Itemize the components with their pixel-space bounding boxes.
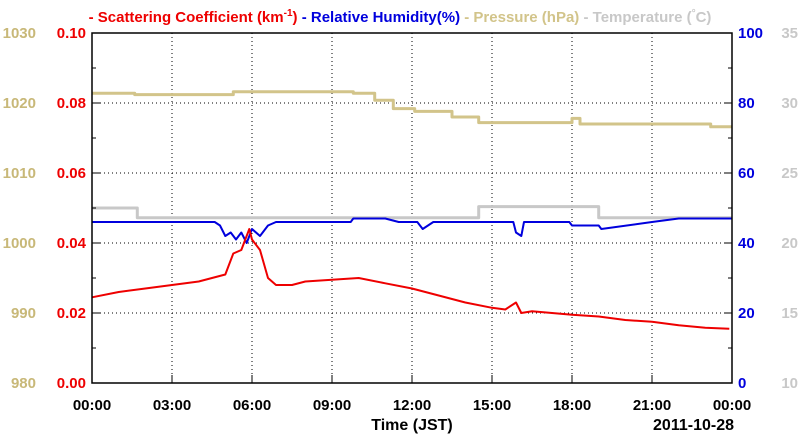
grid	[92, 33, 732, 383]
legend: - Scattering Coefficient (km-1) - Relati…	[89, 8, 712, 26]
x-tick-label: 00:00	[73, 397, 111, 414]
series-line-humidity	[92, 217, 732, 244]
x-tick-label: 09:00	[313, 397, 351, 414]
y-tick-label-humidity: 0	[738, 375, 746, 392]
legend-label: Pressure (hPa)	[473, 9, 579, 26]
y-tick-label-temperature: 15	[781, 305, 798, 322]
date-label: 2011-10-28	[653, 417, 734, 434]
legend-label: Temperature (	[593, 9, 692, 26]
legend-close: )	[293, 9, 298, 26]
x-tick-label: 03:00	[153, 397, 191, 414]
y-tick-label-humidity: 60	[738, 165, 755, 182]
series-line-pressure	[92, 90, 732, 129]
x-tick-label: 18:00	[553, 397, 591, 414]
x-tick-label: 15:00	[473, 397, 511, 414]
legend-text: - Scattering Coefficient (km-1) - Relati…	[89, 8, 712, 26]
y-tick-label-scattering: 0.08	[57, 95, 86, 112]
y-tick-label-scattering: 0.02	[57, 305, 86, 322]
legend-sup: -1	[284, 8, 293, 19]
series-group	[91, 90, 732, 330]
legend-close: C)	[696, 9, 712, 26]
legend-sup: °	[692, 8, 696, 19]
legend-dash: -	[298, 9, 311, 26]
x-tick-label: 06:00	[233, 397, 271, 414]
x-tick-label: 00:00	[713, 397, 751, 414]
legend-dash: -	[579, 9, 592, 26]
y-tick-label-temperature: 20	[781, 235, 798, 252]
legend-label: Scattering Coefficient (km	[98, 9, 284, 26]
y-tick-label-pressure: 1000	[3, 235, 36, 252]
y-tick-label-humidity: 100	[738, 25, 763, 42]
legend-label: Relative Humidity(%)	[311, 9, 460, 26]
y-tick-label-scattering: 0.00	[57, 375, 86, 392]
y-tick-label-temperature: 35	[781, 25, 798, 42]
y-tick-label-scattering: 0.10	[57, 25, 86, 42]
legend-dash: -	[89, 9, 98, 26]
y-tick-label-pressure: 990	[11, 305, 36, 322]
x-tick-label: 21:00	[633, 397, 671, 414]
y-tick-label-temperature: 25	[781, 165, 798, 182]
y-tick-label-humidity: 40	[738, 235, 755, 252]
legend-dash: -	[460, 9, 473, 26]
x-tick-label: 12:00	[393, 397, 431, 414]
ticks: 98099010001010102010300.000.020.040.060.…	[3, 25, 798, 414]
y-tick-label-pressure: 1010	[3, 165, 36, 182]
series-line-scattering	[91, 228, 730, 330]
y-tick-label-scattering: 0.04	[57, 235, 87, 252]
y-tick-label-humidity: 80	[738, 95, 755, 112]
series-line-temperature	[92, 205, 732, 220]
y-tick-label-pressure: 1030	[3, 25, 36, 42]
y-tick-label-scattering: 0.06	[57, 165, 86, 182]
y-tick-label-pressure: 980	[11, 375, 36, 392]
y-tick-label-pressure: 1020	[3, 95, 36, 112]
y-tick-label-temperature: 30	[781, 95, 798, 112]
x-axis-title: Time (JST)	[371, 417, 453, 434]
y-tick-label-temperature: 10	[781, 375, 798, 392]
y-tick-label-humidity: 20	[738, 305, 755, 322]
